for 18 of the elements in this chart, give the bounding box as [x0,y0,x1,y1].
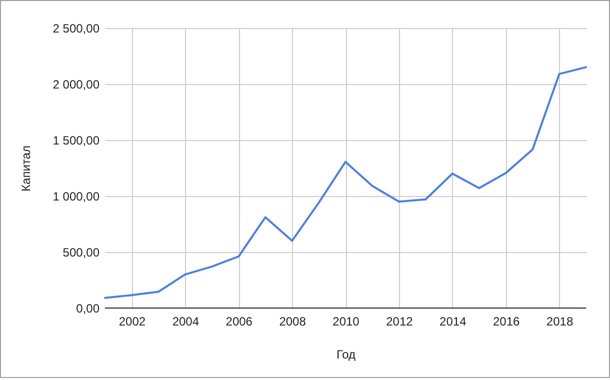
x-tick-label: 2016 [492,314,520,328]
y-tick-label: 2 500,00 [52,22,100,36]
line-series [104,66,587,299]
y-tick-label: 1 000,00 [52,190,100,204]
x-tick-label: 2008 [279,314,306,328]
y-tick-label: 0,00 [76,302,100,316]
x-tick-label: 2012 [386,314,414,328]
x-tick-label: 2006 [226,314,253,328]
y-tick-label: 1 500,00 [52,134,100,148]
x-tick-label: 2010 [332,314,360,328]
x-tick-label: 2002 [118,314,146,328]
y-tick-label: 2 000,00 [52,78,100,92]
y-tick-label: 500,00 [62,246,100,260]
y-axis-title: Капитал [18,146,33,192]
x-axis-title: Год [336,348,356,362]
x-tick-label: 2018 [546,314,574,328]
x-tick-label: 2014 [440,314,467,328]
x-tick-label: 2004 [172,314,200,328]
